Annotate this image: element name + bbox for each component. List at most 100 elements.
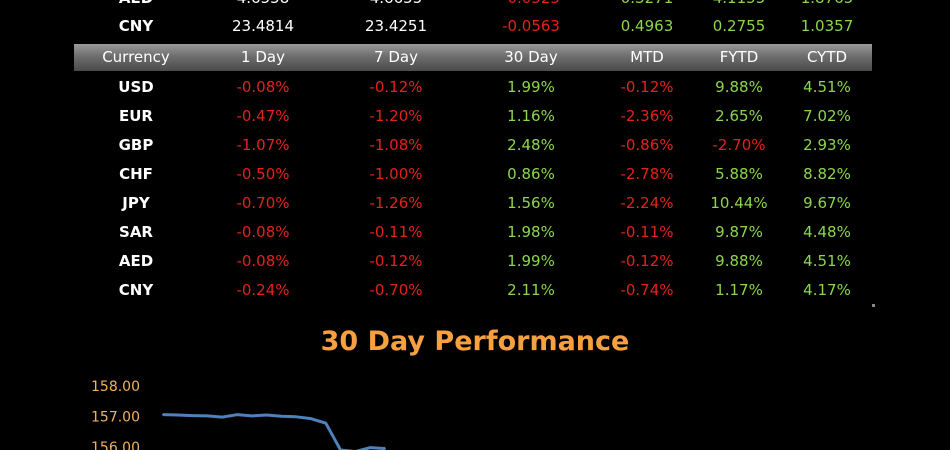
currency-label: CNY bbox=[118, 17, 154, 35]
value-cell: 0.2755 bbox=[712, 17, 766, 35]
percent-cell: 4.48% bbox=[803, 223, 851, 241]
percent-cell: 1.56% bbox=[507, 194, 555, 212]
percent-cell: -0.08% bbox=[236, 252, 290, 270]
column-header-mtd: MTD bbox=[630, 48, 664, 66]
column-header-30-day: 30 Day bbox=[504, 48, 558, 66]
currency-label: AED bbox=[118, 252, 154, 270]
percent-cell: -1.20% bbox=[369, 107, 423, 125]
column-header-cytd: CYTD bbox=[806, 48, 848, 66]
series-line bbox=[162, 413, 386, 450]
data-point bbox=[162, 413, 164, 416]
table-row-gbp: GBP -1.07% -1.08% 2.48% -0.86% -2.70% 2.93% bbox=[74, 131, 872, 160]
value-cell: 23.4814 bbox=[231, 17, 295, 35]
chart-series bbox=[162, 413, 386, 450]
data-point bbox=[250, 414, 253, 417]
data-point bbox=[369, 446, 372, 449]
percent-cell: 4.17% bbox=[803, 281, 851, 299]
table-row-jpy: JPY -0.70% -1.26% 1.56% -2.24% 10.44% 9.67% bbox=[74, 189, 872, 218]
percent-cell: 9.67% bbox=[803, 194, 851, 212]
column-header-fytd: FYTD bbox=[719, 48, 759, 66]
percent-cell: 9.88% bbox=[715, 78, 763, 96]
data-point bbox=[236, 413, 238, 416]
currency-label: CHF bbox=[119, 165, 153, 183]
currency-label: AED bbox=[74, 0, 198, 13]
data-point bbox=[265, 413, 268, 416]
percent-cell: -0.08% bbox=[236, 223, 290, 241]
percent-cell: -0.08% bbox=[236, 78, 290, 96]
percent-cell: -0.70% bbox=[236, 194, 290, 212]
percent-cell: -0.12% bbox=[620, 78, 674, 96]
percent-cell: -0.12% bbox=[369, 252, 423, 270]
percent-cell: 1.16% bbox=[507, 107, 555, 125]
value-cell: 23.4251 bbox=[364, 17, 428, 35]
currency-label: CNY bbox=[118, 281, 154, 299]
value-cell: 0.3271 bbox=[598, 0, 696, 13]
percent-cell: 4.51% bbox=[803, 78, 851, 96]
column-header-7-day: 7 Day bbox=[374, 48, 418, 66]
percent-cell: -0.74% bbox=[620, 281, 674, 299]
percent-cell: 9.88% bbox=[715, 252, 763, 270]
value-cell: 4.6655 bbox=[328, 0, 464, 13]
percent-cell: 2.93% bbox=[803, 136, 851, 154]
percent-cell: -0.86% bbox=[620, 136, 674, 154]
line-chart: 158.00 157.00 156.00 bbox=[91, 379, 386, 450]
column-header-currency: Currency bbox=[102, 48, 170, 66]
table-row-cny: CNY -0.24% -0.70% 2.11% -0.74% 1.17% 4.17% bbox=[74, 276, 872, 305]
table-row-partial: AED 4.6558 4.6655 -0.0525 0.3271 4.1155 … bbox=[74, 0, 872, 13]
data-point bbox=[280, 415, 283, 418]
currency-label: JPY bbox=[122, 194, 150, 212]
percent-cell: -2.36% bbox=[620, 107, 674, 125]
data-point bbox=[384, 447, 386, 450]
data-point bbox=[295, 415, 298, 418]
percent-cell: -2.70% bbox=[712, 136, 766, 154]
percent-cell: 1.98% bbox=[507, 223, 555, 241]
percent-cell: -2.24% bbox=[620, 194, 674, 212]
data-point bbox=[191, 414, 194, 417]
y-tick-label: 158.00 bbox=[91, 379, 140, 395]
data-point bbox=[176, 413, 179, 416]
percent-cell: 5.88% bbox=[715, 165, 763, 183]
percent-cell: 1.99% bbox=[507, 252, 555, 270]
value-cell: 0.4963 bbox=[620, 17, 674, 35]
percent-cell: -1.07% bbox=[236, 136, 290, 154]
value-cell: -0.0525 bbox=[464, 0, 598, 13]
currency-label: USD bbox=[118, 78, 154, 96]
value-cell: 4.1155 bbox=[696, 0, 782, 13]
percent-cell: 7.02% bbox=[803, 107, 851, 125]
percent-cell: 9.87% bbox=[715, 223, 763, 241]
data-point bbox=[221, 416, 224, 419]
percent-cell: 2.48% bbox=[507, 136, 555, 154]
percent-cell: 4.51% bbox=[803, 252, 851, 270]
percent-cell: -1.00% bbox=[369, 165, 423, 183]
percent-cell: 1.99% bbox=[507, 78, 555, 96]
value-cell: 1.8765 bbox=[782, 0, 872, 13]
y-tick-label: 156.00 bbox=[91, 440, 140, 450]
table-row-eur: EUR -0.47% -1.20% 1.16% -2.36% 2.65% 7.02% bbox=[74, 102, 872, 131]
column-header-1-day: 1 Day bbox=[241, 48, 285, 66]
percent-cell: 8.82% bbox=[803, 165, 851, 183]
value-cell: 4.6558 bbox=[198, 0, 328, 13]
table-row-aed: AED -0.08% -0.12% 1.99% -0.12% 9.88% 4.51% bbox=[74, 247, 872, 276]
percent-cell: 2.65% bbox=[715, 107, 763, 125]
percent-cell: -0.47% bbox=[236, 107, 290, 125]
value-cell: -0.0563 bbox=[502, 17, 560, 35]
table-header: Currency 1 Day 7 Day 30 Day MTD FYTD CYT… bbox=[74, 44, 872, 71]
table-row-chf: CHF -0.50% -1.00% 0.86% -2.78% 5.88% 8.82% bbox=[74, 160, 872, 189]
percent-cell: -2.78% bbox=[620, 165, 674, 183]
table-corner-marker bbox=[872, 304, 875, 307]
percent-cell: -0.11% bbox=[369, 223, 423, 241]
currency-label: GBP bbox=[118, 136, 154, 154]
percent-cell: -0.12% bbox=[620, 252, 674, 270]
percent-cell: 1.17% bbox=[715, 281, 763, 299]
data-point bbox=[310, 417, 312, 420]
percent-cell: -0.70% bbox=[369, 281, 423, 299]
percent-cell: -0.11% bbox=[620, 223, 674, 241]
percent-cell: -0.12% bbox=[369, 78, 423, 96]
currency-label: SAR bbox=[119, 223, 153, 241]
percent-cell: -0.24% bbox=[236, 281, 290, 299]
percent-cell: 2.11% bbox=[507, 281, 555, 299]
data-point bbox=[206, 414, 209, 417]
y-axis: 158.00 157.00 156.00 bbox=[91, 379, 140, 450]
percent-cell: 0.86% bbox=[507, 165, 555, 183]
percent-cell: -0.50% bbox=[236, 165, 290, 183]
